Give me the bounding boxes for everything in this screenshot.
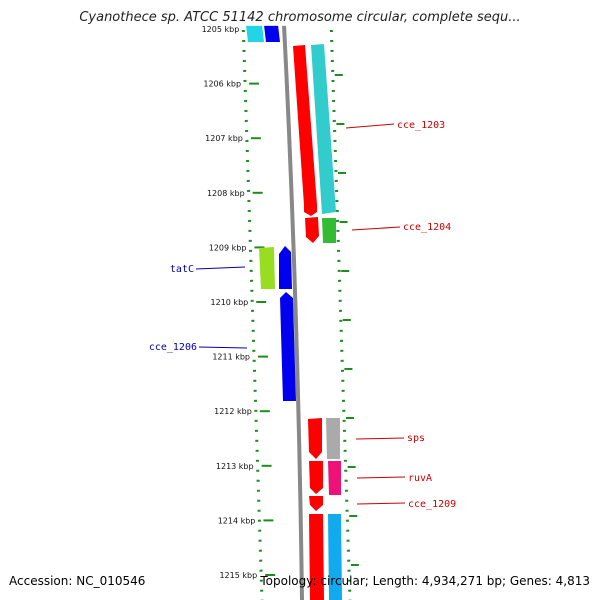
kbp-tick-label: 1207 kbp bbox=[205, 134, 243, 143]
gene-label-cce_1206[interactable]: cce_1206 bbox=[149, 342, 197, 353]
feature-red-cce_1209[interactable] bbox=[309, 496, 323, 511]
kbp-tick-label: 1212 kbp bbox=[214, 407, 252, 416]
kbp-tick-label: 1205 kbp bbox=[202, 25, 240, 34]
feature-lightblue-bottom[interactable] bbox=[328, 514, 342, 600]
feature-green-1204[interactable] bbox=[322, 218, 336, 243]
accession-text: Accession: NC_010546 bbox=[9, 574, 146, 588]
feature-yellowgreen-tatC[interactable] bbox=[259, 247, 275, 289]
kbp-tick-label: 1215 kbp bbox=[219, 571, 257, 580]
kbp-tick-label: 1214 kbp bbox=[218, 516, 256, 525]
kbp-tick-label: 1208 kbp bbox=[207, 189, 245, 198]
feature-red-ruvA[interactable] bbox=[309, 461, 323, 494]
kbp-ticks: 1205 kbp 1206 kbp 1207 kbp 1208 kbp 1209 kbp… bbox=[202, 25, 359, 580]
features bbox=[246, 25, 342, 600]
feature-red-cds-1204[interactable] bbox=[305, 217, 319, 243]
chromosome-backbone bbox=[282, 24, 304, 600]
feature-grey-sps[interactable] bbox=[326, 418, 340, 459]
map-title: Cyanothece sp. ATCC 51142 chromosome cir… bbox=[79, 10, 521, 25]
gene-labels: cce_1203 cce_1204 tatC cce_1206 sps ruvA… bbox=[149, 120, 456, 510]
feature-cyan-top[interactable] bbox=[246, 25, 264, 42]
grid-rings bbox=[241, 19, 352, 600]
title-backing bbox=[0, 0, 600, 26]
feature-blue-cce_1206[interactable] bbox=[280, 292, 296, 401]
kbp-tick-label: 1211 kbp bbox=[212, 353, 250, 362]
feature-red-bottom[interactable] bbox=[309, 514, 324, 600]
topology-text: Topology: circular; Length: 4,934,271 bp… bbox=[260, 574, 590, 588]
gene-label-cce_1209[interactable]: cce_1209 bbox=[408, 499, 456, 510]
feature-magenta-ruvA[interactable] bbox=[328, 461, 341, 495]
feature-cyan-1203[interactable] bbox=[311, 44, 336, 214]
feature-blue-tatC[interactable] bbox=[279, 246, 292, 289]
kbp-tick-label: 1209 kbp bbox=[209, 243, 247, 252]
gene-label-ruvA[interactable]: ruvA bbox=[408, 473, 432, 484]
kbp-tick-label: 1206 kbp bbox=[203, 80, 241, 89]
gene-label-tatC[interactable]: tatC bbox=[170, 264, 194, 275]
gene-label-cce_1203[interactable]: cce_1203 bbox=[397, 120, 445, 131]
kbp-tick-label: 1210 kbp bbox=[211, 298, 249, 307]
kbp-tick-label: 1213 kbp bbox=[216, 462, 254, 471]
label-leaders bbox=[195, 123, 406, 505]
feature-blue-top[interactable] bbox=[264, 25, 280, 42]
feature-red-sps[interactable] bbox=[308, 418, 322, 459]
gene-label-sps[interactable]: sps bbox=[407, 433, 425, 444]
feature-red-cds-1203[interactable] bbox=[293, 45, 317, 216]
gene-label-cce_1204[interactable]: cce_1204 bbox=[403, 222, 451, 233]
